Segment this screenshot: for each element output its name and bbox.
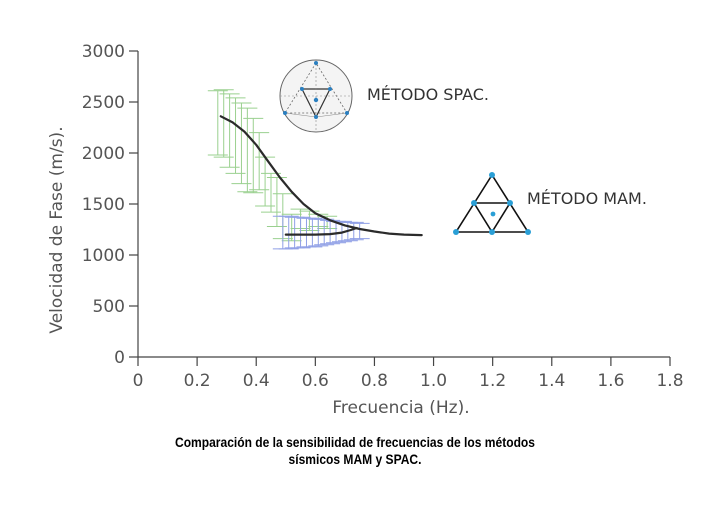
error-bar — [249, 132, 270, 191]
y-tick-label: 3000 — [82, 42, 125, 62]
y-tick-label: 2000 — [82, 144, 125, 164]
error-bar — [296, 217, 317, 248]
y-tick-label: 500 — [93, 297, 125, 317]
y-axis-label: Velocidad de Fase (m/s). — [47, 126, 67, 333]
error-bar — [272, 215, 293, 250]
error-bar — [302, 217, 323, 248]
error-bar — [213, 89, 234, 158]
series-line-mam — [284, 226, 358, 236]
error-bar — [266, 176, 287, 227]
x-tick-label: 0.6 — [302, 371, 329, 391]
axes-layer: 0 500 1000 1500 2000 2500 3000 0 0.2 0.4 0.6 0.8 1.0… — [47, 42, 684, 418]
x-tick-label: 0 — [133, 371, 144, 391]
error-bar — [314, 218, 335, 246]
y-tick-label: 2500 — [82, 93, 125, 113]
figure-caption: Comparación de la sensibilidad de frecue… — [50, 434, 661, 468]
y-tick-label: 1000 — [82, 246, 125, 266]
error-bar — [243, 117, 264, 194]
mam-array-diagram — [453, 172, 531, 235]
x-tick-label: 0.4 — [243, 371, 270, 391]
error-bar — [237, 107, 258, 193]
error-bar — [349, 222, 370, 240]
x-tick-label: 0.8 — [361, 371, 388, 391]
error-bar — [284, 216, 305, 249]
error-bar — [225, 97, 246, 174]
error-bar — [281, 213, 302, 242]
series-layer — [219, 115, 423, 237]
x-tick-label: 0.2 — [184, 371, 211, 391]
error-bar — [308, 218, 329, 247]
error-bar — [231, 102, 252, 185]
y-tick-label: 1500 — [82, 195, 125, 215]
error-bar — [278, 215, 299, 250]
spac-array-diagram — [279, 59, 353, 133]
x-tick-label: 1.8 — [656, 371, 683, 391]
x-tick-label: 1.0 — [420, 371, 447, 391]
caption-line-1: Comparación de la sensibilidad de frecue… — [175, 434, 535, 450]
error-bar — [255, 156, 276, 207]
spac-method-label: MÉTODO SPAC. — [367, 85, 489, 104]
error-bar — [343, 221, 364, 241]
error-bar — [219, 93, 240, 168]
x-axis-label: Frecuencia (Hz). — [332, 398, 469, 418]
error-bar — [207, 90, 228, 156]
error-bar — [290, 216, 311, 249]
mam-method-label: MÉTODO MAM. — [527, 189, 647, 208]
x-tick-label: 1.4 — [538, 371, 565, 391]
error-bars-layer — [207, 89, 370, 250]
x-tick-label: 1.6 — [597, 371, 624, 391]
caption-line-2: sísmicos MAM y SPAC. — [288, 451, 422, 467]
y-tick-label: 0 — [114, 348, 125, 368]
x-tick-label: 1.2 — [479, 371, 506, 391]
series-line-spac — [219, 115, 423, 237]
chart-svg: 0 500 1000 1500 2000 2500 3000 0 0.2 0.4 0.6 0.8 1.0… — [47, 42, 684, 418]
